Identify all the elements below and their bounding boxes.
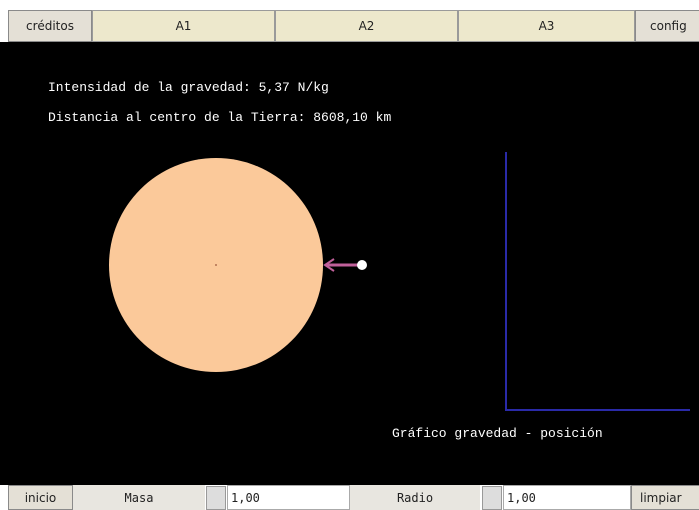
config-tab[interactable]: config xyxy=(635,10,699,42)
radius-spinner[interactable] xyxy=(482,486,502,510)
a2-tab[interactable]: A2 xyxy=(275,10,458,42)
a3-tab[interactable]: A3 xyxy=(458,10,635,42)
planet-center xyxy=(215,264,217,266)
distance-readout: Distancia al centro de la Tierra: 8608,1… xyxy=(48,110,391,125)
mass-spinner[interactable] xyxy=(206,486,226,510)
mass-label: Masa xyxy=(73,485,205,510)
credits-tab[interactable]: créditos xyxy=(8,10,92,42)
mass-input[interactable]: 1,00 xyxy=(227,485,350,510)
graph-title: Gráfico gravedad - posición xyxy=(392,426,603,441)
clear-button[interactable]: limpiar xyxy=(631,485,699,510)
radius-input[interactable]: 1,00 xyxy=(503,485,631,510)
probe[interactable] xyxy=(357,260,367,270)
start-button[interactable]: inicio xyxy=(8,485,73,510)
app: créditos A1 A2 A3 config Intensidad de l… xyxy=(0,0,699,510)
gravity-readout: Intensidad de la gravedad: 5,37 N/kg xyxy=(48,80,329,95)
a1-tab[interactable]: A1 xyxy=(92,10,275,42)
simulation: Intensidad de la gravedad: 5,37 N/kg Dis… xyxy=(0,42,699,485)
radius-label: Radio xyxy=(350,485,480,510)
